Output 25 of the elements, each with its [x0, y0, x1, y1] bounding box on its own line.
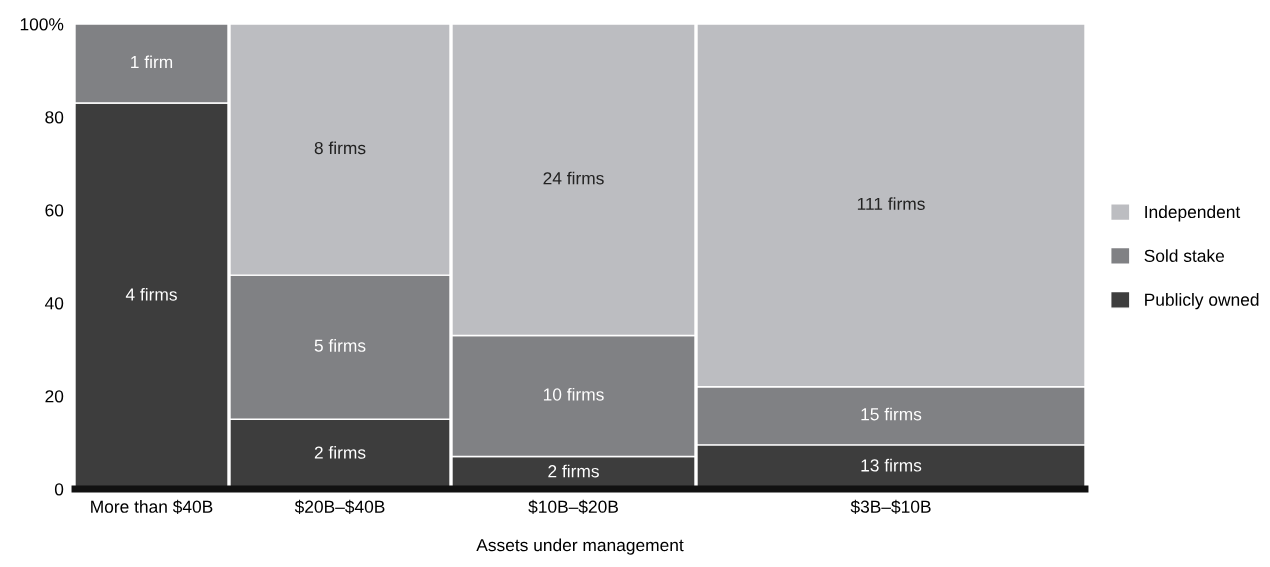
annotation: 5 firms [314, 339, 366, 352]
annotation: 4 firms [125, 287, 177, 301]
y-tick-label: 60 [45, 204, 64, 217]
annotation: 13 firms [861, 458, 922, 472]
annotation: 24 firms [543, 171, 604, 185]
legend-label: Publicly owned [1145, 293, 1259, 310]
y-tick-label: 20 [45, 390, 64, 403]
x-tick-label: $3B–$10B [850, 499, 931, 514]
y-tick-label: 0 [54, 483, 64, 496]
legend-label: Sold stake [1144, 249, 1225, 262]
x-axis-title: Assets under management [476, 538, 684, 555]
legend-label: Independent [1145, 205, 1241, 222]
annotation: 10 firms [543, 387, 604, 401]
x-tick-label: $20B–$40B [294, 499, 385, 514]
x-tick-label: More than $40B [91, 499, 213, 514]
annotation: 1 firm [131, 55, 173, 69]
y-tick-label: 80 [45, 111, 64, 124]
annotation: 15 firms [861, 407, 922, 421]
annotation: 111 firms [857, 197, 925, 211]
annotation: 2 firms [548, 464, 599, 478]
x-tick-label: $10B–$20B [528, 499, 618, 514]
annotation: 2 firms [314, 446, 366, 459]
annotation: 8 firms [314, 141, 366, 155]
y-tick-label: 100% [20, 18, 64, 31]
y-tick-label: 40 [44, 297, 64, 310]
